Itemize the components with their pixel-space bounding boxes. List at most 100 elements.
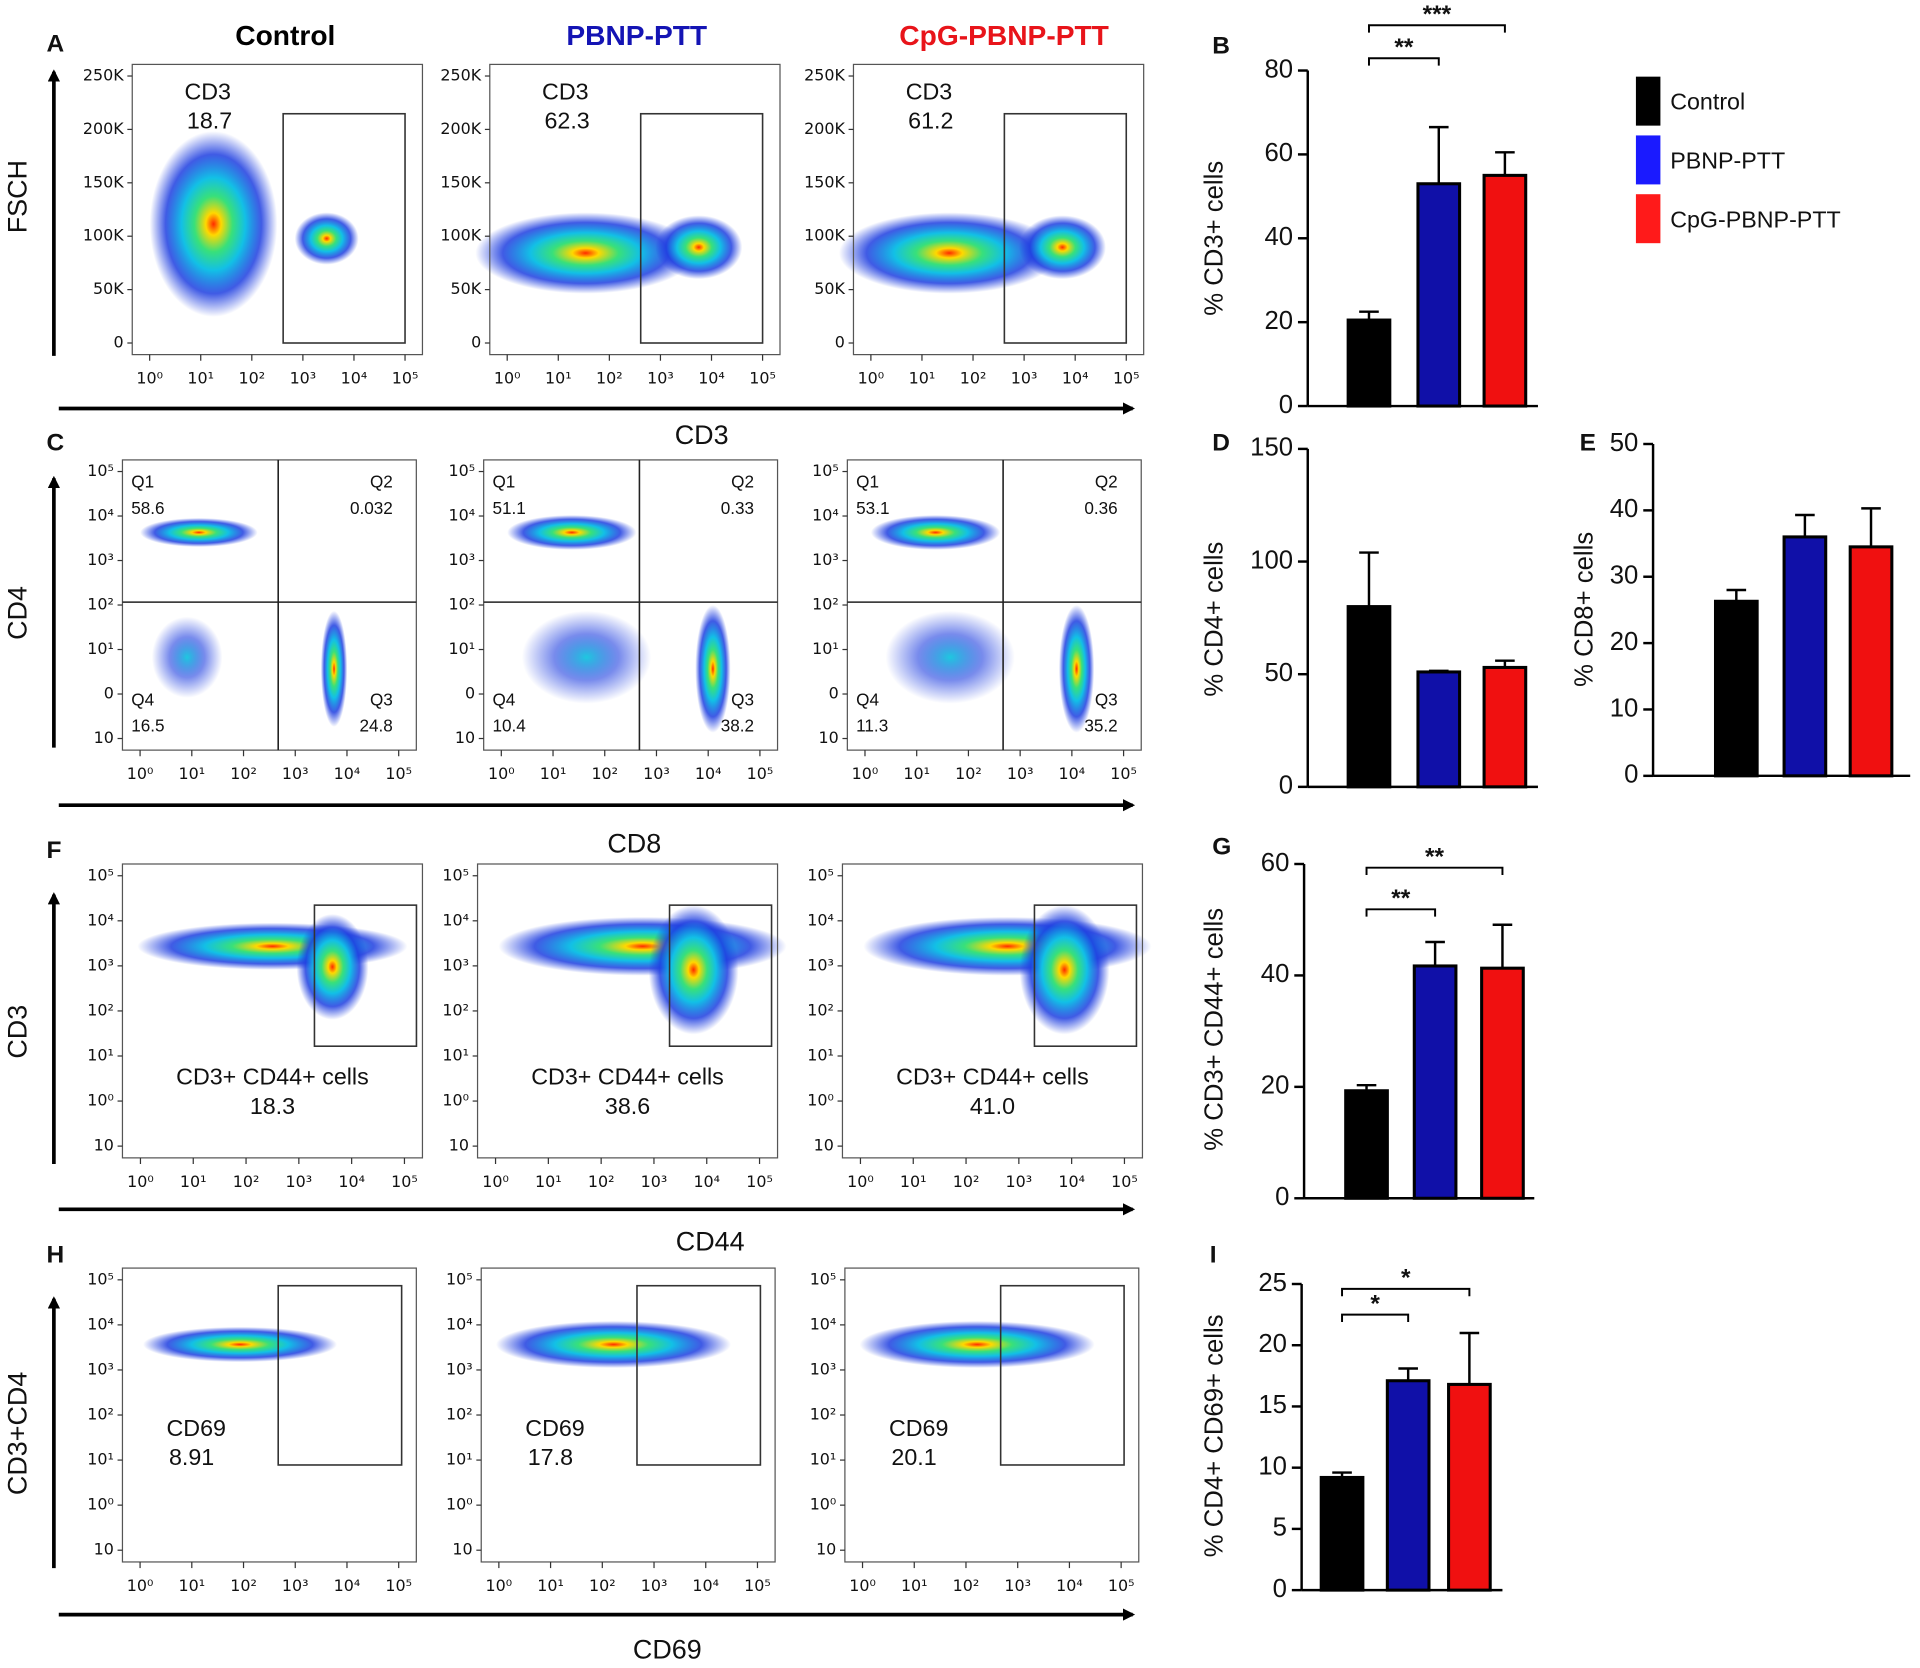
x-tick-label: 10²: [589, 1576, 616, 1595]
x-tick-label: 10²: [955, 764, 982, 783]
x-tick-label: 10¹: [178, 764, 205, 783]
y-tick-label: 10⁵: [448, 461, 475, 480]
gate-value: 8.91: [169, 1444, 214, 1470]
y-tick-label: 5: [1273, 1514, 1287, 1542]
significance-bracket: [1368, 24, 1506, 33]
gate-value: 18.7: [187, 108, 232, 134]
y-tick-label: 0: [1624, 761, 1638, 789]
y-tick-label: 10⁵: [446, 1269, 473, 1288]
y-tick-label: 10⁴: [442, 910, 469, 929]
y-tick-label: 15: [1258, 1391, 1287, 1419]
y-tick-label: 10: [816, 1540, 836, 1559]
significance-label: **: [1425, 843, 1445, 870]
x-tick-label: 10⁵: [747, 764, 774, 783]
x-tick-label: 10⁰: [127, 1576, 154, 1595]
y-axis-label: % CD4+ CD69+ cells: [1201, 1314, 1229, 1557]
gate-value: 18.3: [250, 1093, 295, 1119]
y-tick-label: 10²: [448, 595, 475, 614]
y-tick-label: 100K: [804, 226, 845, 245]
y-tick-label: 25: [1258, 1269, 1287, 1297]
gate-label: CD3+ CD44+ cells: [531, 1064, 724, 1090]
x-tick-label: 10¹: [535, 1172, 562, 1191]
density-cloud: [695, 605, 731, 733]
column-header: CpG-PBNP-PTT: [899, 20, 1109, 51]
gate-value: 20.1: [891, 1444, 936, 1470]
y-tick-label: 250K: [440, 66, 481, 85]
quadrant-label: Q1: [131, 472, 154, 492]
x-tick-label: 10⁴: [1059, 764, 1086, 783]
y-tick-label: 10³: [810, 1359, 837, 1378]
density-cloud: [870, 515, 1001, 550]
bar: [1319, 1475, 1365, 1592]
gate: [668, 904, 773, 1047]
x-tick-label: 10⁰: [127, 764, 154, 783]
panel-letter: D: [1212, 429, 1230, 456]
x-tick-label: 10³: [286, 1172, 313, 1191]
y-tick-label: 40: [1610, 495, 1639, 523]
quadrant-label: Q4: [856, 689, 879, 709]
y-tick-label: 10²: [807, 1000, 834, 1019]
panel-letter: G: [1212, 834, 1231, 861]
y-tick-label: 250K: [83, 66, 124, 85]
x-tick-label: 10⁰: [858, 369, 885, 388]
quadrant-label: Q3: [731, 689, 754, 709]
gate: [1033, 904, 1138, 1047]
y-tick-label: 10²: [812, 595, 839, 614]
gate: [639, 112, 764, 344]
y-tick-label: 60: [1261, 849, 1290, 877]
y-tick-label: 10¹: [810, 1450, 837, 1469]
gate-value: 41.0: [970, 1093, 1015, 1119]
x-tick-label: 10³: [641, 1576, 668, 1595]
plot-frame: [852, 63, 1145, 356]
y-tick-label: 200K: [804, 119, 845, 138]
x-tick-label: 10¹: [901, 1576, 928, 1595]
x-tick-label: 10⁰: [136, 369, 163, 388]
x-tick-label: 10⁰: [127, 1172, 154, 1191]
y-tick-label: 10²: [446, 1405, 473, 1424]
y-tick-label: 10⁴: [87, 910, 114, 929]
y-tick-label: 10³: [446, 1359, 473, 1378]
y-tick-label: 10¹: [87, 1046, 114, 1065]
y-tick-label: 150K: [804, 172, 845, 191]
y-axis-label: % CD3+ cells: [1201, 161, 1229, 316]
x-tick-label: 10⁰: [486, 1576, 513, 1595]
y-tick-label: 10¹: [87, 639, 114, 658]
density-cloud: [859, 1320, 1095, 1369]
y-axis-label: % CD8+ cells: [1571, 532, 1599, 687]
y-tick-label: 100K: [83, 226, 124, 245]
density-cloud: [495, 1320, 732, 1369]
y-tick-label: 10³: [87, 1359, 114, 1378]
x-tick-label: 10⁵: [1113, 369, 1140, 388]
y-tick-label: 10¹: [442, 1046, 469, 1065]
bar: [1782, 535, 1828, 778]
gate-label: CD3: [906, 79, 953, 105]
x-tick-label: 10⁴: [334, 764, 361, 783]
density-cloud: [320, 610, 348, 727]
y-tick-label: 10²: [442, 1000, 469, 1019]
gate: [282, 112, 406, 344]
y-tick-label: 200K: [83, 119, 124, 138]
bar: [1346, 318, 1392, 408]
y-tick-label: 10⁵: [812, 461, 839, 480]
x-tick-label: 10¹: [178, 1576, 205, 1595]
x-tick-label: 10²: [953, 1172, 980, 1191]
y-tick-label: 10⁵: [87, 1269, 114, 1288]
legend-label: PBNP-PTT: [1670, 148, 1785, 174]
density-cloud: [143, 1326, 337, 1363]
y-tick-label: 0: [465, 684, 475, 703]
gate-value: 61.2: [908, 108, 953, 134]
y-axis-label: % CD4+ cells: [1201, 542, 1229, 697]
y-tick-label: 50K: [93, 279, 124, 298]
y-tick-label: 150: [1250, 434, 1293, 462]
x-tick-label: 10⁴: [693, 1172, 720, 1191]
x-tick-label: 10⁴: [695, 764, 722, 783]
x-tick-label: 10⁴: [698, 369, 725, 388]
y-tick-label: 10: [452, 1540, 472, 1559]
y-tick-label: 10³: [87, 550, 114, 569]
column-header: Control: [235, 20, 335, 51]
x-tick-label: 10⁵: [1108, 1576, 1135, 1595]
quadrant-label: Q3: [1095, 689, 1118, 709]
y-tick-label: 40: [1261, 960, 1290, 988]
plot-frame: [131, 63, 424, 356]
x-tick-label: 10⁵: [385, 764, 412, 783]
